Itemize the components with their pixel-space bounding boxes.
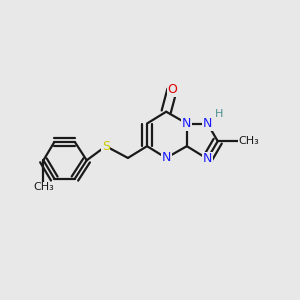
Text: CH₃: CH₃ <box>33 182 54 192</box>
Text: H: H <box>215 109 223 119</box>
Text: S: S <box>102 140 110 153</box>
Text: CH₃: CH₃ <box>238 136 259 146</box>
Text: N: N <box>182 117 191 130</box>
Text: N: N <box>203 117 212 130</box>
Text: N: N <box>203 152 212 165</box>
Text: O: O <box>167 83 177 96</box>
Text: N: N <box>161 152 171 164</box>
